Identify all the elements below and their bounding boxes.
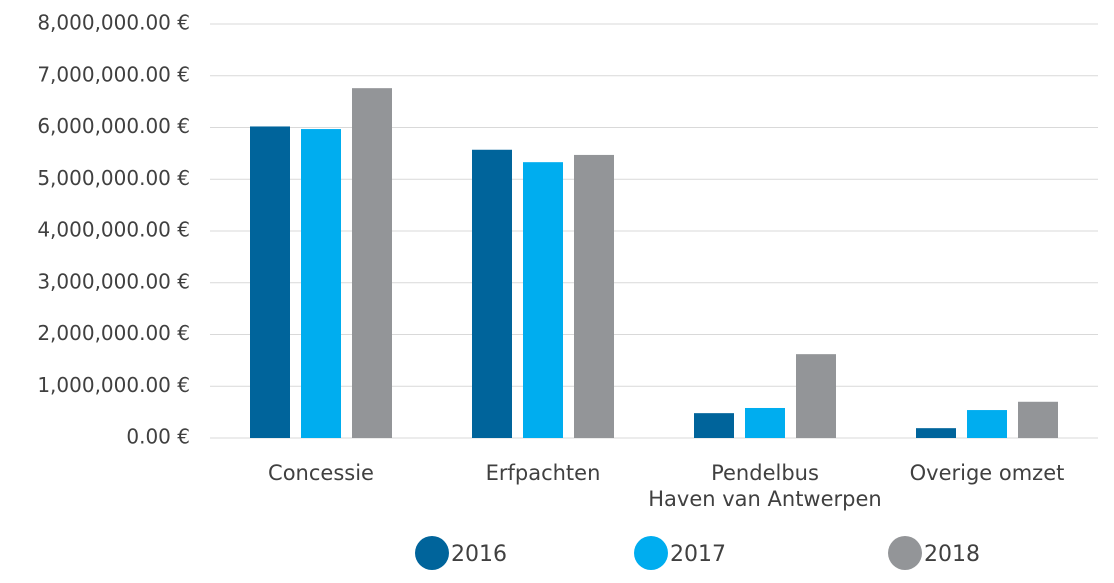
x-tick-label: Overige omzet <box>910 461 1065 485</box>
x-tick-label: Concessie <box>268 461 374 485</box>
legend-label: 2016 <box>451 542 507 567</box>
bar <box>967 410 1007 438</box>
bar <box>745 407 785 438</box>
legend-swatch <box>888 536 922 570</box>
bar <box>796 354 836 438</box>
x-tick-label: Pendelbus Haven van Antwerpen <box>648 461 881 511</box>
legend-label: 2018 <box>924 542 980 567</box>
y-tick-label: 4,000,000.00 € <box>37 218 190 242</box>
bar <box>523 162 563 439</box>
bar <box>250 126 290 438</box>
bar <box>916 428 956 438</box>
y-tick-label: 0.00 € <box>126 425 190 449</box>
y-tick-label: 2,000,000.00 € <box>37 321 190 345</box>
y-tick-label: 6,000,000.00 € <box>37 114 190 138</box>
x-tick-label-line: Haven van Antwerpen <box>648 487 881 511</box>
legend-label: 2017 <box>670 542 726 567</box>
y-tick-label: 7,000,000.00 € <box>37 62 190 86</box>
y-tick-label: 1,000,000.00 € <box>37 373 190 397</box>
y-tick-label: 3,000,000.00 € <box>37 269 190 293</box>
x-tick-label: Erfpachten <box>486 461 601 485</box>
y-tick-label: 5,000,000.00 € <box>37 166 190 190</box>
legend-swatch <box>415 536 449 570</box>
bar <box>352 88 392 439</box>
y-tick-label: 8,000,000.00 € <box>37 11 190 35</box>
legend-swatch <box>634 536 668 570</box>
bar <box>694 413 734 438</box>
bar <box>301 129 341 439</box>
bar <box>472 149 512 438</box>
bar <box>574 154 614 439</box>
x-tick-label-line: Pendelbus <box>711 461 819 485</box>
bar <box>1018 401 1058 438</box>
